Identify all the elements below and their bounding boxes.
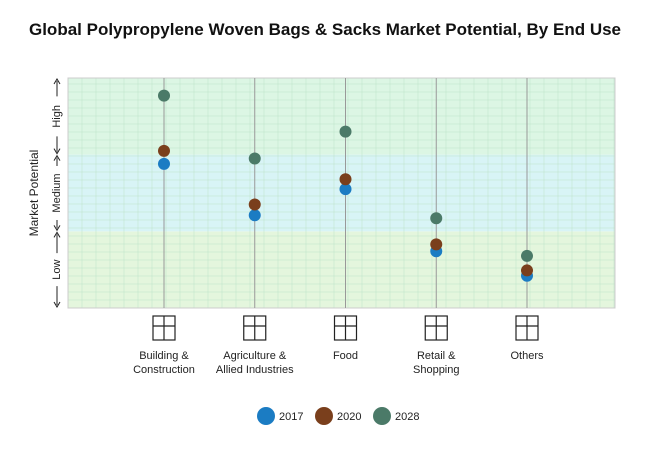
x-tick-label: Agriculture & Allied Industries [215,350,294,376]
x-tick-label: Building & Construction [133,350,195,376]
arrow-head [53,301,61,308]
x-tick-label: Retail & Shopping [413,350,460,376]
arrow-head [53,231,61,238]
dot [521,264,533,277]
legend-label: 2017 [279,411,303,423]
band-label: High [51,105,63,128]
x-tick-label: Food [332,350,359,362]
dot [158,89,170,102]
legend-marker [315,407,333,425]
dot [158,157,170,170]
legend-marker [257,407,275,425]
arrow-head [53,148,61,155]
plot-frame [67,77,616,309]
category-icon [515,315,539,341]
category-icon [152,315,176,341]
band-label: Low [51,260,63,280]
dot [430,238,443,251]
dot [339,173,352,186]
arrow-head [53,154,61,161]
arrow-head [53,78,61,85]
band-label: Medium [51,173,63,212]
dot [248,198,261,211]
dot [248,209,261,222]
y-axis-label: Market Potential [27,150,41,237]
band [68,78,615,155]
dot [430,212,443,225]
category-icon [333,315,358,341]
dot [339,125,352,138]
dot [248,152,261,165]
dot [158,144,170,157]
dot [339,183,352,196]
chart-title: Global Polypropylene Woven Bags & Sacks … [28,20,622,39]
legend-label: 2020 [337,411,361,423]
legend-marker [373,407,391,425]
arrow-head [53,225,61,232]
category-icon [424,315,448,341]
legend-label: 2028 [395,411,419,423]
category-icon [243,315,267,341]
x-tick-label: Others [510,350,544,362]
dot [521,249,533,262]
